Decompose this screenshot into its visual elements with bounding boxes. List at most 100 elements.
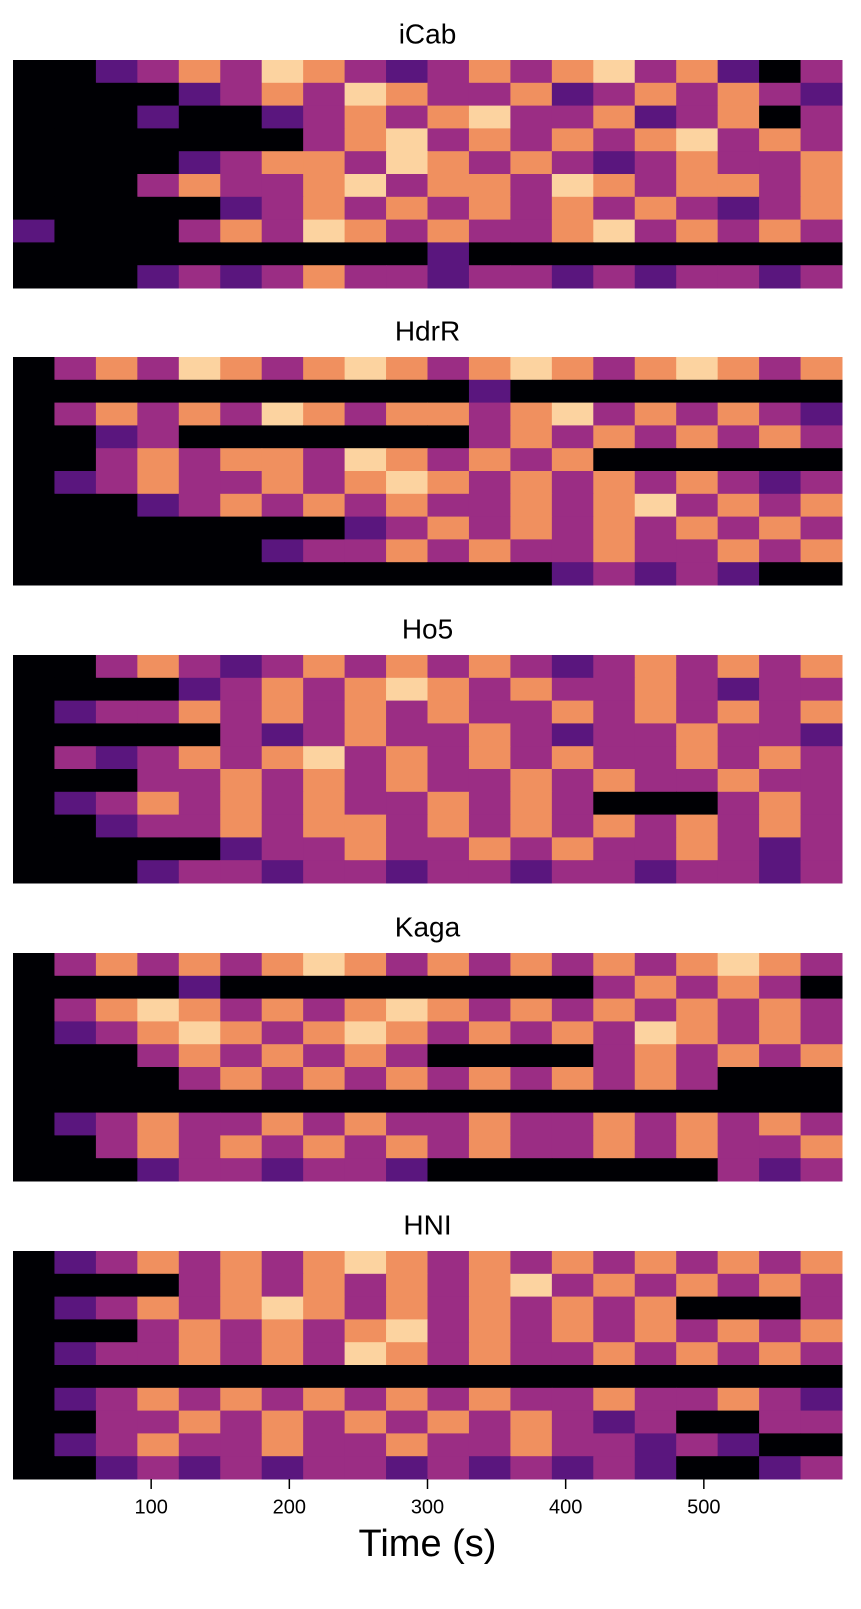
heatmap-cell [95,1342,138,1366]
heatmap-cell [178,1251,221,1275]
heatmap-cell [717,1112,760,1136]
heatmap-cell [220,128,263,152]
heatmap-cell [634,1319,677,1343]
heatmap-cell [137,471,180,495]
heatmap-cell [717,1296,760,1320]
heatmap-cell [344,655,387,679]
heatmap-cell [220,562,263,586]
heatmap-cell [261,196,304,221]
heatmap-cell [95,242,138,266]
heatmap-cell [95,769,138,793]
heatmap-cell [137,1296,180,1320]
heatmap-cell [13,1433,55,1457]
heatmap-cell [303,1158,346,1182]
heatmap-cell [137,1089,180,1114]
heatmap-cell [759,860,802,884]
heatmap-cell [468,1021,511,1045]
heatmap-cell [220,700,263,724]
heatmap-cell [386,700,428,724]
heatmap-cell [510,1319,553,1343]
heatmap-cell [95,448,138,472]
heatmap-cell [759,151,802,175]
x-tick-label: 200 [273,1496,306,1518]
heatmap-cell [220,1456,263,1480]
heatmap-cell [303,1342,346,1366]
heatmap-cell [468,769,511,793]
heatmap-cell [427,1456,470,1480]
heatmap-cell [717,791,760,816]
heatmap-cell [717,379,760,404]
heatmap-cell [261,655,304,679]
heatmap-cell [54,677,97,702]
heatmap-cell [427,791,470,816]
heatmap-cell [468,677,511,702]
heatmap-cell [344,1044,387,1068]
heatmap-cell [551,953,594,977]
panel-title: Kaga [395,911,461,942]
heatmap-cell [137,357,180,381]
heatmap-cell [551,105,594,129]
heatmap-cell [717,1273,760,1298]
heatmap-cell [468,1273,511,1298]
heatmap-cell [261,1158,304,1182]
heatmap-cell [634,1021,677,1045]
heatmap-cell [717,539,760,563]
heatmap-cell [759,562,802,586]
heatmap-cell [220,1158,263,1182]
heatmap-cell [220,471,263,495]
heatmap-cell [759,379,802,404]
heatmap-cell [593,1410,636,1434]
heatmap-cell [593,174,636,198]
heatmap-cell [220,998,263,1022]
heatmap-cell [634,379,677,404]
panel-title: Ho5 [402,613,453,644]
heatmap-cell [427,151,470,175]
heatmap-cell [510,379,553,404]
panel-title: HNI [403,1209,451,1240]
heatmap-cell [95,471,138,495]
heatmap-cell [800,196,843,221]
heatmap-cell [676,677,719,702]
heatmap-cell [759,791,802,816]
heatmap-cell [137,265,180,289]
heatmap-cell [510,242,553,266]
heatmap-cell [634,1089,677,1114]
heatmap-cell [13,837,55,861]
heatmap-cell [551,242,594,266]
heatmap-cell [759,1112,802,1136]
heatmap-cell [759,1067,802,1091]
heatmap-cell [593,196,636,221]
heatmap-cell [676,448,719,472]
heatmap-cell [13,791,55,816]
heatmap-cell [220,1365,263,1389]
heatmap-cell [468,562,511,586]
heatmap-cell [54,242,97,266]
heatmap-cell [95,953,138,977]
heatmap-cell [427,1089,470,1114]
heatmap-cell [95,539,138,563]
heatmap-cell [344,379,387,404]
heatmap-cell [593,1319,636,1343]
heatmap-cell [95,1365,138,1389]
heatmap-cell [634,975,677,1000]
heatmap-cell [593,791,636,816]
heatmap-cell [95,1387,138,1412]
heatmap-cell [634,402,677,426]
heatmap-cell [137,1021,180,1045]
heatmap-cell [386,1158,428,1182]
heatmap-cell [510,677,553,702]
heatmap-cell [54,379,97,404]
heatmap-cell [593,1433,636,1457]
heatmap-cell [717,1410,760,1434]
heatmap-cell [303,174,346,198]
heatmap-cell [676,700,719,724]
heatmap-cell [800,1387,843,1412]
heatmap-cell [386,82,428,107]
heatmap-cell [137,128,180,152]
heatmap-cell [178,539,221,563]
heatmap-cell [634,1433,677,1457]
heatmap-cell [510,700,553,724]
heatmap-cell [178,425,221,449]
heatmap-cell [593,1135,636,1159]
heatmap-cell [220,493,263,518]
